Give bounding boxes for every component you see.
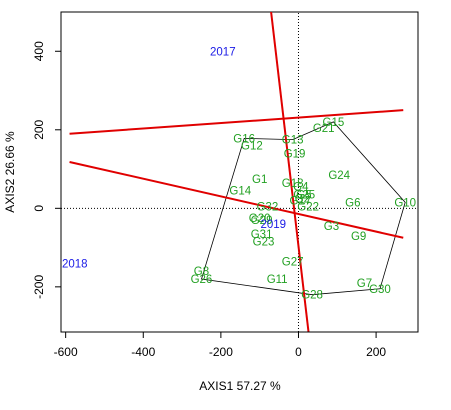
genotype-label-g30: G30 [369, 284, 391, 296]
x-axis-title: AXIS1 57.27 % [199, 379, 281, 393]
genotype-label-g16: G16 [233, 133, 255, 145]
genotype-label-g8: G8 [194, 266, 209, 278]
genotype-label-g14: G14 [229, 186, 251, 198]
genotype-label-g20: G20 [249, 213, 271, 225]
genotype-label-g5: G5 [296, 190, 311, 202]
genotype-label-g15: G15 [323, 117, 345, 129]
genotype-label-g21: G21 [313, 123, 335, 135]
environment-vectors [69, 12, 404, 332]
y-tick-label: 0 [32, 205, 46, 212]
genotype-label-g29: G29 [251, 215, 273, 227]
genotype-label-g11: G11 [267, 274, 288, 286]
x-tick-label: 0 [295, 345, 302, 359]
genotype-label-g3: G3 [324, 221, 339, 233]
y-tick-label: 400 [32, 41, 46, 61]
genotype-label-g13: G13 [282, 135, 304, 147]
genotype-label-g19: G19 [284, 148, 306, 160]
environment-vector-2019 [69, 109, 404, 135]
genotype-label-g18: G18 [282, 178, 304, 190]
x-tick-label: -600 [54, 345, 78, 359]
reference-lines [61, 12, 418, 332]
x-tick-label: 200 [366, 345, 386, 359]
genotype-label-g10: G10 [394, 197, 416, 209]
genotype-label-g32: G32 [257, 201, 279, 213]
environment-label-2019: 2019 [260, 219, 286, 231]
genotype-label-g6: G6 [345, 197, 360, 209]
genotype-label-g4: G4 [293, 182, 309, 194]
genotype-label-g17: G17 [290, 195, 312, 207]
genotype-label-g31: G31 [251, 229, 273, 241]
genotype-label-g7: G7 [357, 278, 372, 290]
genotype-label-g26: G26 [191, 274, 213, 286]
genotype-label-g27: G27 [282, 256, 304, 268]
genotype-label-g28: G28 [301, 290, 323, 302]
y-tick-label: 200 [32, 119, 46, 139]
y-tick-label: -200 [32, 275, 46, 299]
x-axis: -600 -400 -200 0 200 [54, 331, 386, 359]
environment-label-2017: 2017 [210, 46, 236, 58]
x-tick-label: -400 [131, 345, 155, 359]
environment-vector-2018 [69, 161, 404, 239]
x-tick-label: -200 [209, 345, 233, 359]
genotype-label-g23: G23 [253, 237, 275, 249]
genotype-label-g1: G1 [252, 174, 267, 186]
y-axis-title: AXIS2 26.66 % [3, 131, 17, 213]
y-axis: -200 0 200 400 [32, 41, 62, 299]
environment-labels: 2017 2018 2019 [62, 46, 286, 270]
genotype-label-g25: G25 [293, 190, 315, 202]
genotype-label-g22: G22 [297, 201, 319, 213]
environment-label-2018: 2018 [62, 258, 88, 270]
genotype-label-g24: G24 [328, 170, 350, 182]
genotype-label-g12: G12 [241, 140, 263, 152]
hull-polygon [200, 121, 406, 296]
convex-hull [200, 121, 406, 296]
genotype-label-g9: G9 [351, 231, 366, 243]
environment-vector-2017 [270, 12, 310, 332]
genotype-label-g2: G2 [295, 194, 310, 206]
